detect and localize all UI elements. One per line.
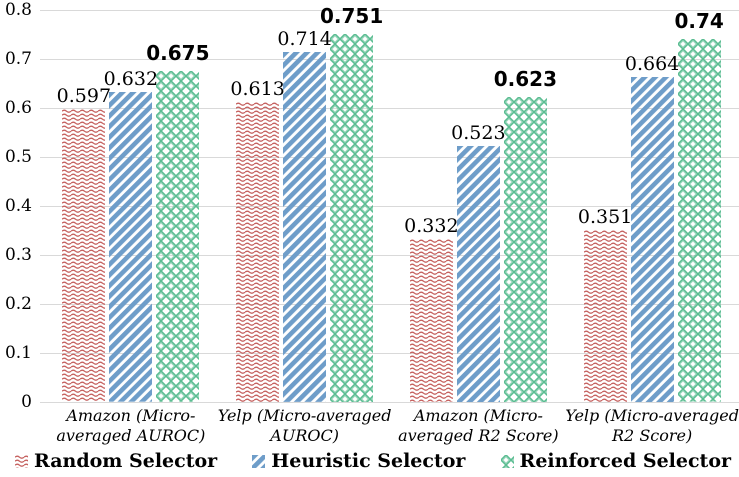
gridline <box>40 304 739 305</box>
bar-value-label: 0.664 <box>624 52 680 75</box>
bar-fill <box>236 101 280 402</box>
y-axis-tick-label: 0.4 <box>4 196 32 216</box>
x-axis-labels: Amazon (Micro-averaged AUROC) Yelp (Micro… <box>44 404 739 446</box>
x-category-label: Amazon (Micro-averaged AUROC) <box>56 406 206 445</box>
bar-fill <box>409 239 453 402</box>
bar-group: 0.613 0.714 0.751 <box>218 0 392 402</box>
gridline <box>40 157 739 158</box>
bar-heuristic-selector: 0.714 <box>277 28 332 402</box>
legend-swatch-wave-icon <box>15 454 28 468</box>
bar-fill <box>630 76 674 402</box>
bar-fill <box>503 96 547 402</box>
bar-random-selector: 0.597 <box>57 85 111 402</box>
bar-heuristic-selector: 0.664 <box>625 53 679 402</box>
bar-fill <box>109 92 153 402</box>
y-axis-tick-label: 0 <box>21 392 32 412</box>
bar-value-label: 0.332 <box>404 215 459 238</box>
y-axis-tick-label: 0.8 <box>4 0 32 20</box>
bar-group: 0.332 0.523 0.623 <box>392 0 566 402</box>
bar-fill <box>583 230 627 402</box>
gridline <box>40 402 739 403</box>
bar-fill <box>156 71 200 402</box>
bar-value-label: 0.351 <box>577 206 633 229</box>
bar-fill <box>330 34 374 402</box>
legend-item: Heuristic Selector <box>252 450 465 472</box>
bar-fill <box>62 109 106 402</box>
bar-value-label: 0.751 <box>319 4 384 29</box>
bar-random-selector: 0.613 <box>230 78 285 402</box>
legend-label: Heuristic Selector <box>271 450 466 472</box>
legend-item: Reinforced Selector <box>500 450 731 472</box>
bar-fill <box>283 52 327 402</box>
bar-value-label: 0.675 <box>146 41 210 66</box>
bar-random-selector: 0.332 <box>404 215 459 402</box>
legend: Random Selector Heuristic Selector Reinfor… <box>0 448 739 474</box>
bar-value-label: 0.714 <box>277 28 332 51</box>
bar-group: 0.597 0.632 0.675 <box>44 0 218 402</box>
bar-reinforced-selector: 0.751 <box>320 4 383 402</box>
legend-swatch-diamond-icon <box>500 454 514 468</box>
y-axis-tick-label: 0.7 <box>4 49 32 69</box>
gridline <box>40 353 739 354</box>
y-axis-tick-label: 0.3 <box>4 245 32 265</box>
bar-value-label: 0.597 <box>56 85 112 108</box>
x-category-label: Yelp (Micro-averaged AUROC) <box>217 406 392 445</box>
legend-label: Reinforced Selector <box>519 450 731 472</box>
legend-swatch-diagonal-icon <box>252 454 266 468</box>
bar-value-label: 0.613 <box>230 77 285 100</box>
y-axis-tick-label: 0.2 <box>4 294 32 314</box>
bar-fill <box>456 145 500 402</box>
x-category-label: Amazon (Micro-averaged R2 Score) <box>398 406 559 445</box>
y-axis-tick-label: 0.5 <box>4 147 32 167</box>
gridline <box>40 255 739 256</box>
bars-layer: 0.597 0.632 0.675 0.613 0.714 0.751 0.332 0.523… <box>44 0 739 402</box>
bar-reinforced-selector: 0.74 <box>674 9 724 402</box>
plot-area: 0 0.1 0.2 0.3 0.4 0.5 0.6 0.7 0.8 0.597 0.632 0.675… <box>4 0 739 412</box>
gridline <box>40 59 739 60</box>
gridline <box>40 206 739 207</box>
bar-fill <box>677 39 721 402</box>
gridline <box>40 10 739 11</box>
legend-item: Random Selector <box>15 450 217 472</box>
bar-value-label: 0.523 <box>451 121 506 144</box>
gridline <box>40 108 739 109</box>
bar-value-label: 0.632 <box>103 68 159 91</box>
y-axis-tick-label: 0.1 <box>4 343 32 363</box>
x-category-label: Yelp (Micro-averaged R2 Score) <box>565 406 739 445</box>
legend-label: Random Selector <box>34 450 218 472</box>
bar-value-label: 0.74 <box>674 9 724 34</box>
y-axis-tick-label: 0.6 <box>4 98 32 118</box>
bar-heuristic-selector: 0.632 <box>104 68 158 402</box>
bar-reinforced-selector: 0.675 <box>146 41 210 402</box>
bar-heuristic-selector: 0.523 <box>451 122 506 402</box>
bar-reinforced-selector: 0.623 <box>494 67 557 402</box>
bar-group: 0.351 0.664 0.74 <box>565 0 739 402</box>
bar-value-label: 0.623 <box>493 66 558 91</box>
bar-random-selector: 0.351 <box>578 206 632 402</box>
